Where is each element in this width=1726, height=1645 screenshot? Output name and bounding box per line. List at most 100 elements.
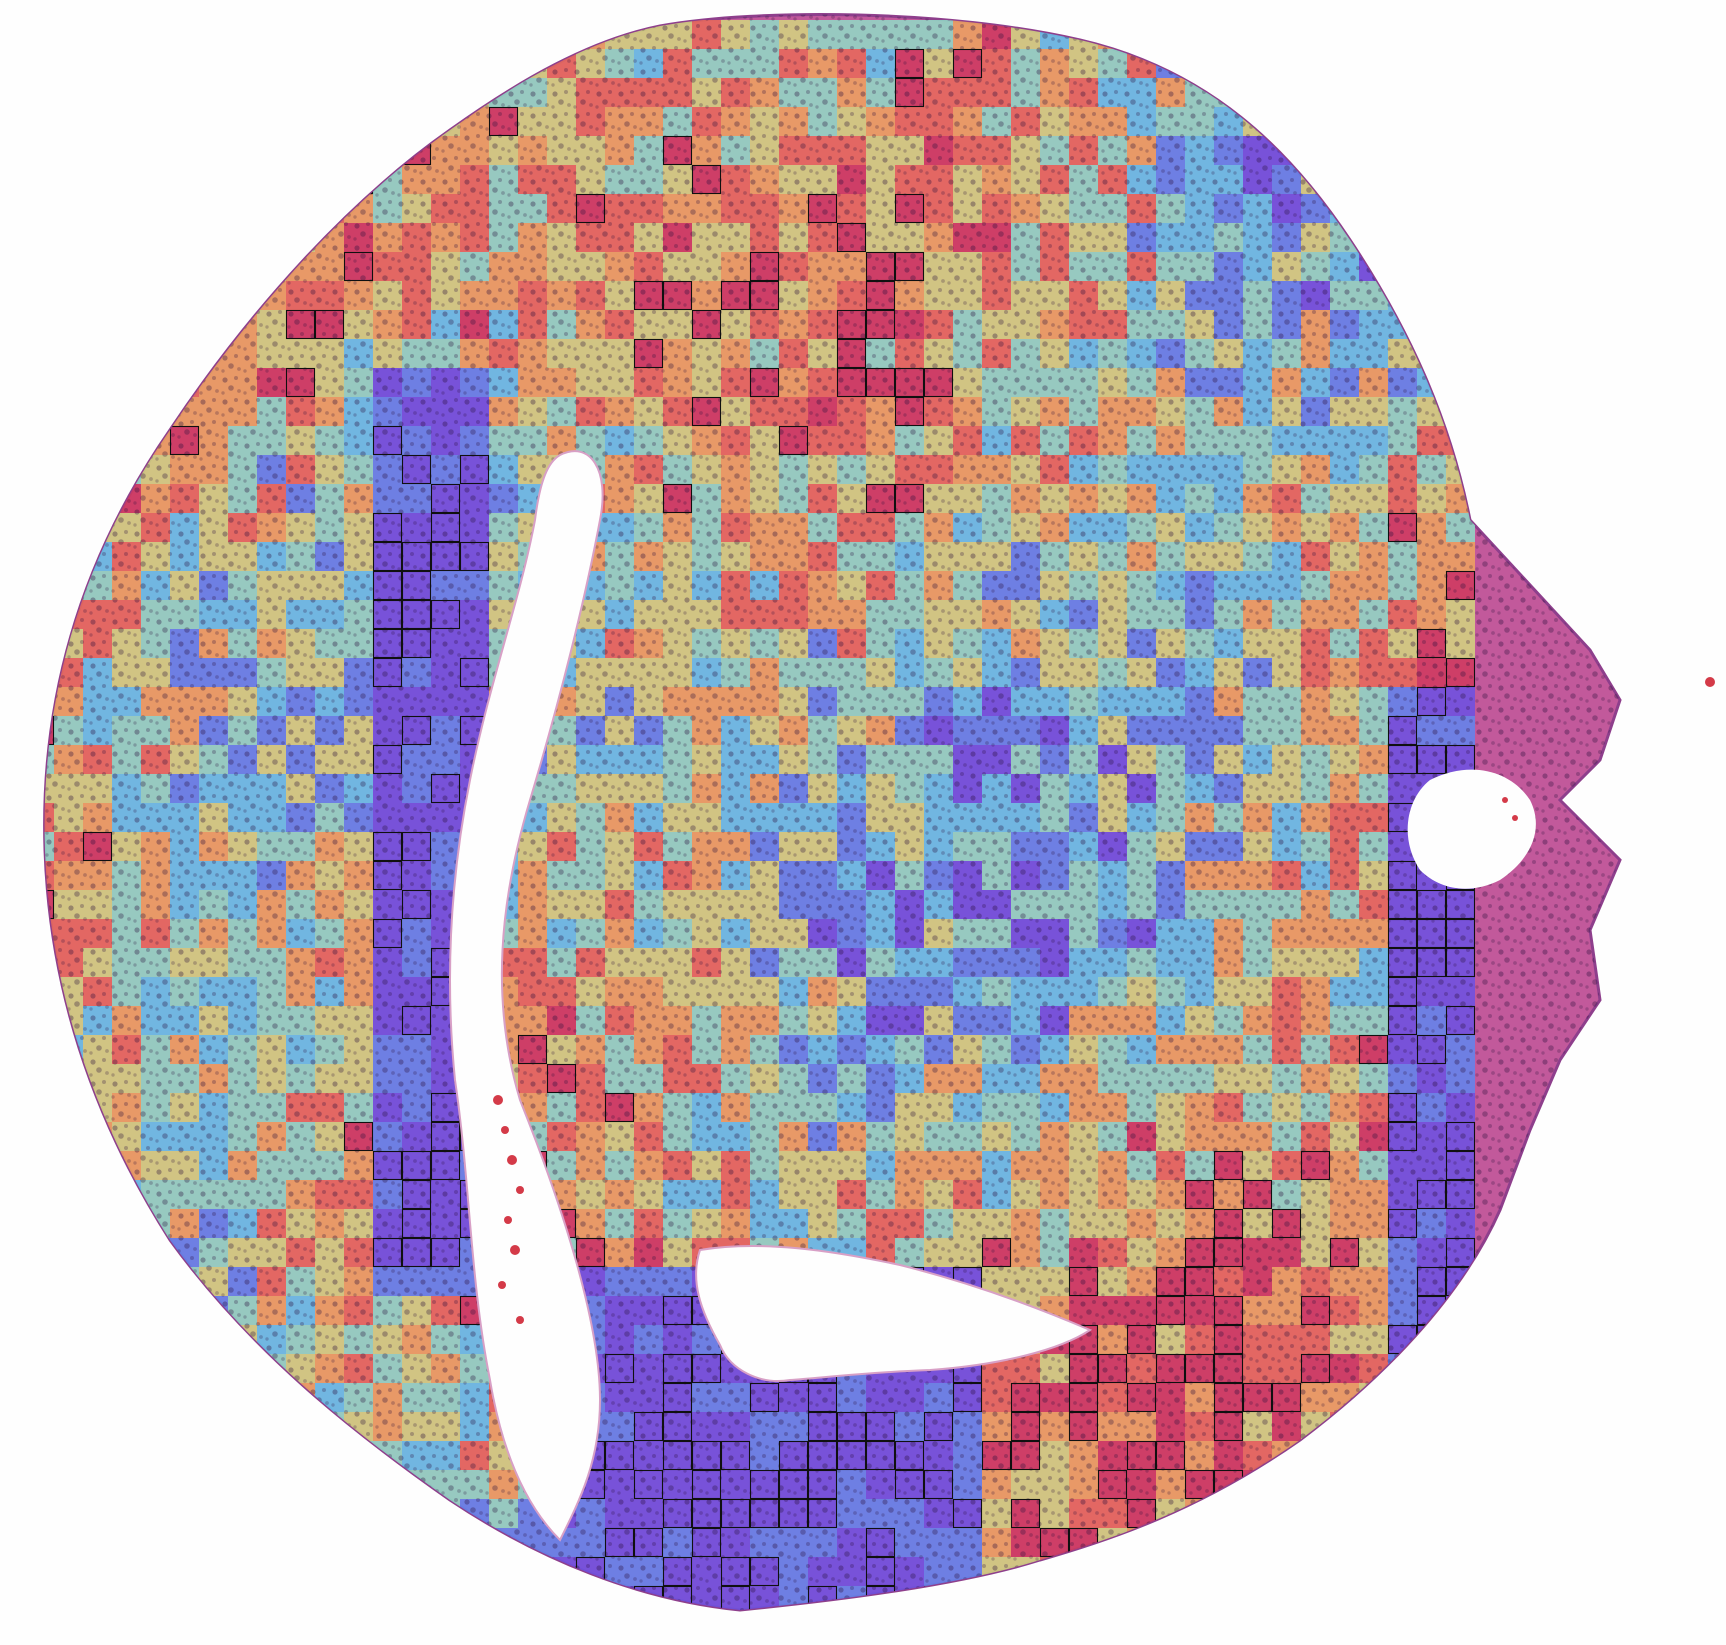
heatmap-tile bbox=[1330, 49, 1359, 78]
heatmap-tile bbox=[1301, 1499, 1330, 1528]
heatmap-tile bbox=[1330, 1470, 1359, 1499]
heatmap-tile bbox=[1243, 78, 1272, 107]
highlighted-tile-outline bbox=[1184, 1556, 1215, 1587]
heatmap-tile bbox=[1330, 107, 1359, 136]
heatmap-tile bbox=[1388, 1470, 1417, 1499]
heatmap-tile bbox=[1272, 20, 1301, 49]
heatmap-tile bbox=[1388, 1528, 1417, 1557]
highlighted-tile-outline bbox=[1416, 744, 1447, 775]
highlighted-tile-outline bbox=[111, 222, 142, 253]
heatmap-tile bbox=[228, 1615, 257, 1644]
heatmap-tile bbox=[286, 1586, 315, 1611]
heatmap-tile bbox=[112, 20, 141, 49]
heatmap-tile bbox=[460, 1557, 489, 1586]
heatmap-tile bbox=[54, 513, 83, 542]
highlighted-tile-outline bbox=[53, 193, 84, 224]
heatmap-tile bbox=[953, 1615, 982, 1644]
highlighted-tile-outline bbox=[1184, 1527, 1215, 1558]
heatmap-tile bbox=[1214, 1499, 1243, 1528]
heatmap-tile bbox=[170, 281, 199, 310]
heatmap-tile bbox=[54, 1238, 83, 1267]
heatmap-tile bbox=[199, 310, 228, 339]
highlighted-tile-outline bbox=[1445, 1411, 1476, 1442]
heatmap-tile bbox=[1388, 1499, 1417, 1528]
highlighted-tile-outline bbox=[778, 1469, 809, 1500]
heatmap-tile bbox=[228, 1470, 257, 1499]
heatmap-tile bbox=[1272, 1615, 1301, 1644]
highlighted-tile-outline bbox=[894, 48, 925, 79]
heatmap-tile bbox=[228, 1528, 257, 1557]
heatmap-tile bbox=[83, 1296, 112, 1325]
highlighted-tile-outline bbox=[691, 1527, 722, 1558]
highlighted-tile-outline bbox=[1213, 1527, 1244, 1558]
heatmap-tile bbox=[1388, 20, 1417, 49]
heatmap-tile bbox=[1417, 310, 1446, 339]
highlighted-tile-outline bbox=[227, 280, 258, 311]
heatmap-tile bbox=[228, 49, 257, 78]
heatmap-tile bbox=[112, 1209, 141, 1238]
heatmap-tile bbox=[54, 455, 83, 484]
heatmap-tile bbox=[373, 1615, 402, 1644]
highlighted-tile-outline bbox=[1010, 1440, 1041, 1471]
heatmap-tile bbox=[1417, 1441, 1446, 1470]
heatmap-tile bbox=[315, 1470, 344, 1499]
highlighted-tile-outline bbox=[604, 1440, 635, 1471]
heatmap-tile bbox=[402, 1499, 431, 1528]
highlighted-tile-outline bbox=[1300, 1353, 1331, 1384]
heatmap-tile bbox=[44, 426, 54, 455]
heatmap-tile bbox=[1446, 339, 1475, 368]
heatmap-tile bbox=[228, 1354, 257, 1383]
heatmap-tile bbox=[1098, 1557, 1127, 1586]
highlighted-tile-outline bbox=[836, 1411, 867, 1442]
heatmap-tile bbox=[1446, 1296, 1475, 1325]
highlighted-tile-outline bbox=[838, 1616, 866, 1644]
highlighted-tile-outline bbox=[169, 425, 200, 456]
heatmap-tile bbox=[44, 49, 54, 78]
heatmap-tile bbox=[373, 136, 402, 165]
heatmap-tile bbox=[44, 1267, 54, 1296]
heatmap-tile bbox=[83, 107, 112, 136]
heatmap-tile bbox=[54, 49, 83, 78]
highlighted-tile-outline bbox=[720, 280, 751, 311]
highlighted-tile-outline bbox=[1416, 947, 1447, 978]
heatmap-tile bbox=[112, 136, 141, 165]
heatmap-tile bbox=[83, 1528, 112, 1557]
heatmap-tile bbox=[373, 49, 402, 78]
heatmap-tile bbox=[54, 426, 83, 455]
heatmap-tile bbox=[257, 136, 286, 165]
heatmap-tile bbox=[54, 1441, 83, 1470]
heatmap-tile bbox=[112, 1528, 141, 1557]
heatmap-tile bbox=[1214, 20, 1243, 49]
heatmap-tile bbox=[1185, 49, 1214, 78]
highlighted-tile-outline bbox=[662, 1498, 693, 1529]
heatmap-tile bbox=[54, 1151, 83, 1180]
highlighted-tile-outline bbox=[1271, 1208, 1302, 1239]
heatmap-tile bbox=[1417, 223, 1446, 252]
highlighted-tile-outline bbox=[749, 251, 780, 282]
highlighted-tile-outline bbox=[488, 106, 519, 137]
heatmap-tile bbox=[1272, 1470, 1301, 1499]
heatmap-tile bbox=[54, 1499, 83, 1528]
heatmap-tile bbox=[344, 1586, 373, 1611]
heatmap-tile bbox=[808, 1615, 837, 1644]
heatmap-tile bbox=[44, 165, 54, 194]
highlighted-tile-outline bbox=[1068, 1353, 1099, 1384]
heatmap-tile bbox=[83, 310, 112, 339]
heatmap-tile bbox=[1446, 281, 1475, 310]
heatmap-tile bbox=[141, 165, 170, 194]
heatmap-tile bbox=[1272, 1557, 1301, 1586]
heatmap-tile bbox=[1330, 136, 1359, 165]
heatmap-tile bbox=[112, 1470, 141, 1499]
heatmap-tile bbox=[1417, 1557, 1446, 1586]
highlighted-tile-outline bbox=[372, 599, 403, 630]
highlighted-tile-outline bbox=[749, 280, 780, 311]
highlighted-tile-outline bbox=[1097, 1469, 1128, 1500]
highlighted-tile-outline bbox=[633, 280, 664, 311]
heatmap-tile bbox=[431, 1528, 460, 1557]
heatmap-tile bbox=[547, 1615, 576, 1644]
heatmap-tile bbox=[1388, 49, 1417, 78]
heatmap-tile bbox=[373, 1499, 402, 1528]
highlighted-tile-outline bbox=[691, 309, 722, 340]
heatmap-tile bbox=[228, 1586, 257, 1611]
heatmap-tile bbox=[228, 252, 257, 281]
